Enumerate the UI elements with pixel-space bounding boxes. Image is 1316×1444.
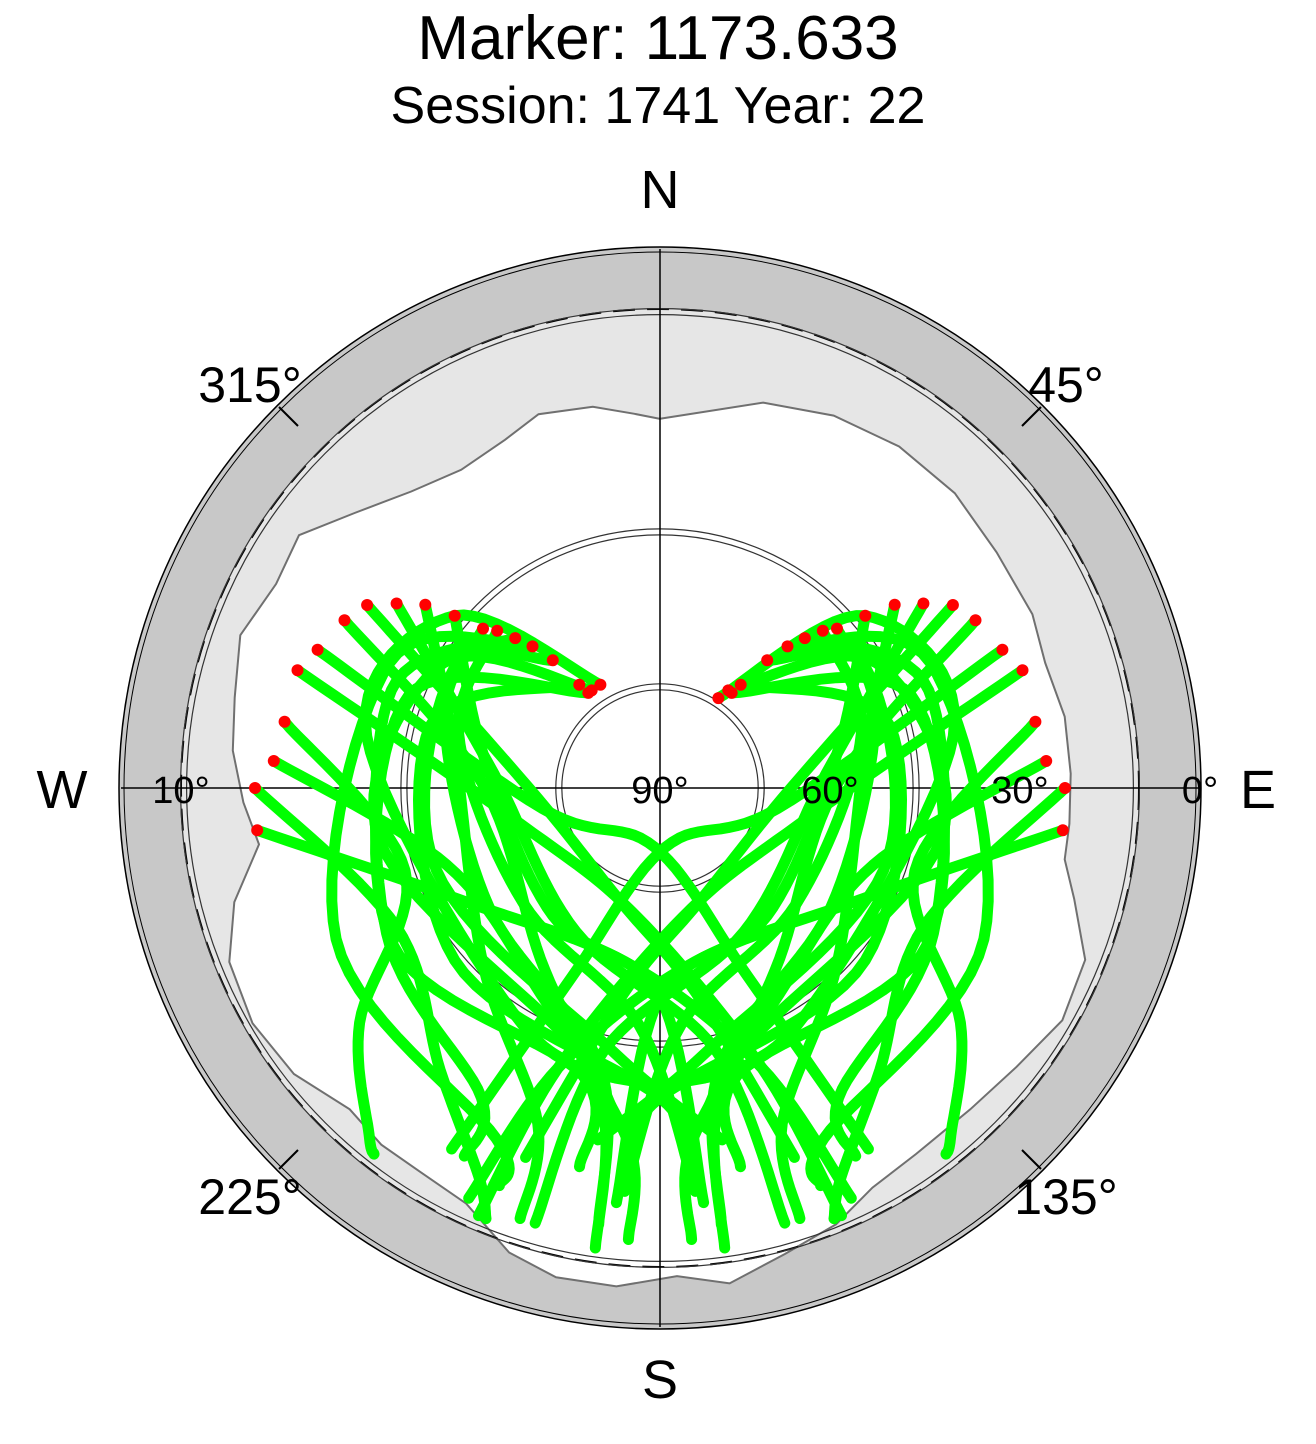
- track-endpoint-37: [278, 715, 291, 728]
- azimuth-tick-45: [1021, 406, 1042, 427]
- track-endpoint-23: [582, 686, 595, 699]
- compass-east-label: E: [1240, 760, 1276, 820]
- satellite-track-18: [679, 755, 1052, 1245]
- track-endpoint-31: [419, 598, 432, 611]
- track-endpoint-38: [267, 755, 280, 767]
- azimuth-label-225: 225°: [198, 1169, 301, 1225]
- azimuth-tick-135: [1021, 1149, 1042, 1170]
- satellite-track-39: [249, 782, 492, 1225]
- azimuth-label-135: 135°: [1014, 1169, 1117, 1225]
- track-endpoint-26: [526, 640, 539, 653]
- satellite-track-14: [708, 614, 981, 1254]
- azimuth-tick-225: [278, 1149, 299, 1170]
- elevation-label-10: 10°: [152, 770, 209, 812]
- track-endpoint-9: [831, 622, 843, 635]
- track-endpoint-13: [946, 599, 959, 611]
- azimuth-label-315: 315°: [198, 357, 301, 413]
- track-endpoint-34: [338, 614, 351, 627]
- track-endpoint-25: [546, 654, 559, 667]
- satellite-track-34: [339, 614, 612, 1254]
- track-endpoint-30: [448, 609, 461, 622]
- track-endpoint-4: [734, 678, 747, 691]
- track-endpoint-29: [477, 622, 489, 635]
- track-endpoint-8: [816, 624, 829, 637]
- elevation-label-90: 90°: [631, 770, 688, 812]
- chart-subtitle: Session: 1741 Year: 22: [390, 77, 926, 135]
- azimuth-tick-315: [278, 406, 299, 427]
- track-endpoint-3: [725, 686, 738, 699]
- track-endpoint-16: [1016, 664, 1029, 677]
- track-endpoint-12: [917, 597, 930, 610]
- track-endpoint-20: [1056, 824, 1069, 837]
- track-endpoint-14: [969, 614, 982, 627]
- track-endpoint-18: [1040, 755, 1053, 767]
- satellite-track-38: [268, 755, 641, 1245]
- track-endpoint-24: [573, 678, 586, 691]
- track-endpoint-21: [594, 678, 607, 691]
- track-endpoint-27: [509, 632, 522, 645]
- track-endpoint-7: [798, 632, 811, 645]
- track-endpoint-28: [491, 624, 504, 637]
- satellite-track-30: [449, 610, 710, 1209]
- elevation-label-60: 60°: [801, 770, 858, 812]
- satellite-track-40: [251, 824, 857, 1204]
- satellite-track-36: [292, 664, 847, 1222]
- compass-north-label: N: [641, 160, 680, 220]
- azimuth-label-45: 45°: [1028, 357, 1104, 413]
- track-endpoint-17: [1029, 715, 1042, 728]
- track-endpoints: [249, 597, 1071, 837]
- elevation-label-0: 0°: [1182, 770, 1218, 812]
- track-endpoint-35: [311, 643, 324, 656]
- satellite-track-16: [473, 664, 1028, 1222]
- satellite-track-20: [463, 824, 1069, 1204]
- track-endpoint-6: [781, 640, 794, 653]
- satellite-track-35: [312, 644, 874, 1155]
- elevation-label-30: 30°: [991, 770, 1048, 812]
- track-endpoint-40: [251, 824, 264, 837]
- track-endpoint-39: [249, 782, 261, 794]
- compass-south-label: S: [642, 1350, 678, 1410]
- track-endpoint-1: [712, 692, 725, 705]
- track-endpoint-11: [888, 598, 901, 611]
- track-endpoint-10: [859, 609, 872, 622]
- track-endpoint-19: [1059, 782, 1071, 794]
- track-endpoint-32: [390, 597, 403, 610]
- track-endpoint-33: [361, 599, 374, 611]
- track-endpoint-36: [291, 664, 304, 677]
- chart-title: Marker: 1173.633: [417, 4, 899, 73]
- satellite-track-10: [610, 610, 871, 1209]
- compass-west-label: W: [37, 760, 88, 820]
- satellite-tracks: [249, 598, 1071, 1254]
- track-endpoint-5: [761, 654, 774, 667]
- track-endpoint-15: [996, 643, 1009, 656]
